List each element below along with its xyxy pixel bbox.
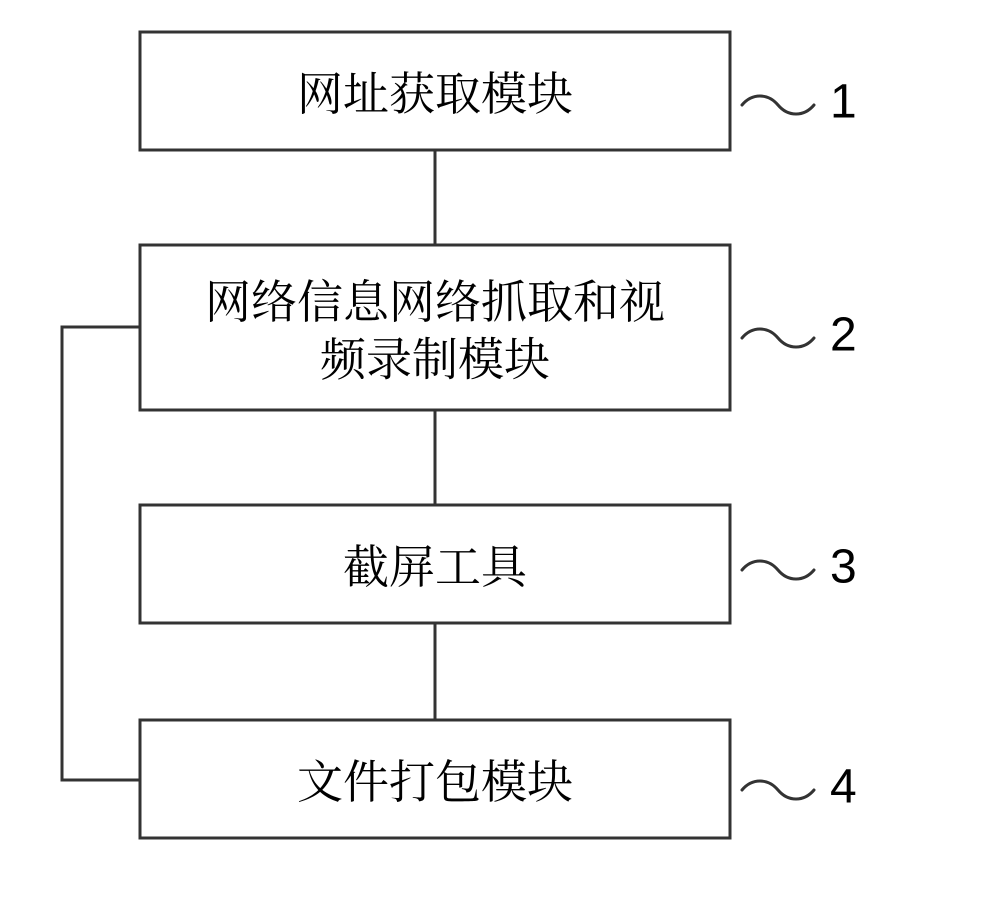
node-n2-text-line-0: 网络信息网络抓取和视 — [205, 266, 665, 332]
node-n3-text-line-0: 截屏工具 — [343, 531, 529, 597]
flowchart-canvas: 网址获取模块 1 网络信息网络抓取和视频录制模块 2 截屏工具 3 文件打包模块 4 — [0, 0, 1000, 909]
node-n4-number: 4 — [830, 761, 857, 814]
node-n1: 网址获取模块 1 — [140, 32, 857, 150]
node-n4: 文件打包模块 4 — [140, 720, 857, 838]
node-n2: 网络信息网络抓取和视频录制模块 2 — [140, 245, 857, 410]
node-n4-leader — [742, 781, 814, 799]
node-n1-number: 1 — [830, 76, 857, 129]
node-n4-text-line-0: 文件打包模块 — [297, 746, 573, 812]
node-n1-leader — [742, 96, 814, 114]
node-n2-number: 2 — [830, 309, 857, 362]
node-n1-text-line-0: 网址获取模块 — [297, 58, 573, 124]
node-n3-leader — [742, 561, 814, 579]
node-n3-number: 3 — [830, 541, 857, 594]
node-n3: 截屏工具 3 — [140, 505, 857, 623]
edge-n2-n4-side — [62, 327, 140, 780]
node-n2-leader — [742, 329, 814, 347]
node-n2-text-line-1: 频录制模块 — [320, 323, 550, 389]
